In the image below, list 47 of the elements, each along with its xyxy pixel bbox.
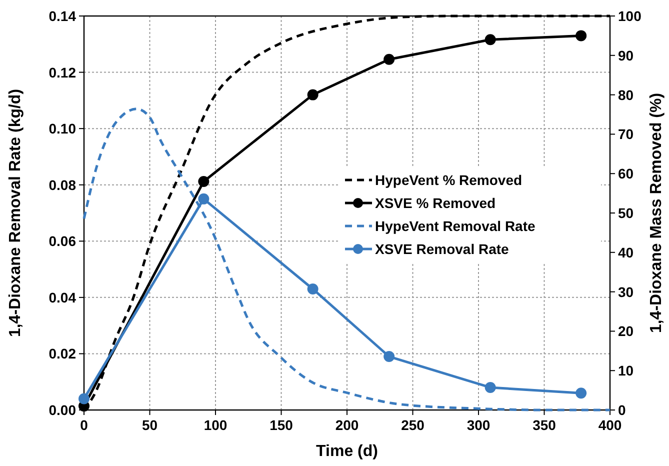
y-tick-label: 0.14 (48, 8, 76, 24)
x-tick-label: 150 (270, 417, 294, 433)
y2-tick-label: 10 (618, 362, 634, 379)
y2-tick-label: 40 (618, 244, 634, 260)
legend-label: HypeVent % Removed (375, 172, 522, 188)
point (198, 176, 210, 187)
y-axis-title: 1,4-Dioxane Removal Rate (kg/d) (7, 88, 24, 338)
y2-tick-label: 90 (618, 47, 634, 64)
y-tick-label: 0.12 (48, 64, 76, 80)
line-series (82, 108, 612, 412)
y-tick-label: 0.08 (48, 176, 76, 193)
x-axis-title: Time (d) (316, 443, 378, 460)
y-tick-label: 0.06 (48, 233, 76, 250)
y2-tick-label: 70 (618, 126, 634, 142)
y2-tick-label: 20 (618, 323, 634, 340)
point (198, 193, 210, 204)
x-tick-label: 350 (532, 417, 556, 433)
point (484, 34, 496, 46)
y-tick-label: 0.04 (48, 289, 76, 306)
y2-tick-label: 0 (618, 402, 626, 418)
point (384, 351, 395, 362)
point (384, 54, 395, 65)
x-tick-label: 50 (142, 417, 158, 433)
y-tick-label: 0.10 (48, 120, 76, 137)
y2-tick-label: 80 (618, 86, 634, 103)
y2-tick-label: 30 (618, 284, 634, 300)
y2-tick-label: 50 (618, 205, 634, 221)
point (307, 89, 318, 100)
x-tick-label: 250 (401, 417, 425, 433)
x-tick-label: 200 (335, 417, 359, 433)
x-tick-label: 100 (204, 417, 228, 433)
y2-tick-label: 100 (618, 8, 642, 24)
legend-label: HypeVent Removal Rate (375, 218, 536, 234)
x-tick-label: 300 (466, 417, 490, 433)
x-tick-label: 0 (80, 417, 88, 433)
legend-label: XSVE % Removed (375, 195, 496, 211)
point (484, 382, 496, 393)
legend-label: XSVE Removal Rate (375, 241, 510, 257)
point (78, 393, 90, 404)
point (307, 283, 318, 294)
y2-axis-title: 1,4-Dioxane Mass Removed (%) (648, 92, 665, 334)
point (576, 388, 587, 399)
y2-tick-label: 60 (618, 166, 634, 182)
point (576, 30, 587, 42)
y-tick-label: 0.00 (48, 402, 76, 418)
y-tick-label: 0.02 (48, 346, 76, 362)
x-tick-label: 400 (598, 417, 622, 433)
